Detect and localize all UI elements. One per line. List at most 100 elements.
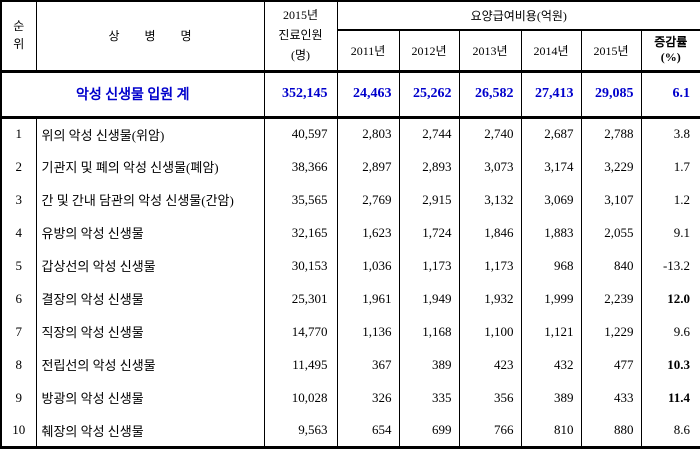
patients-cell: 11,495 [263,348,338,382]
rank-cell: 9 [0,381,37,415]
cost-cell-2011: 1,623 [336,216,400,250]
cost-cell-2012: 699 [398,414,460,448]
rank-column-header: 순 위 [0,1,37,73]
patients-cell: 38,366 [263,150,338,184]
cost-cell-2014: 1,999 [520,282,582,316]
rank-cell: 4 [0,216,37,250]
change-cell: 10.3 [640,348,700,382]
table-row: 2 기관지 및 폐의 악성 신생물(폐암) 38,366 2,897 2,893… [0,150,700,184]
year-header-2011: 2011년 [336,30,400,73]
cost-cell-2015: 2,239 [580,282,642,316]
disease-column-header: 상 병 명 [35,1,265,73]
patients-cell: 9,563 [263,414,338,448]
cost-cell-2013: 766 [458,414,522,448]
rank-cell: 8 [0,348,37,382]
table-row: 9 방광의 악성 신생물 10,028 326 335 356 389 433 … [0,381,700,415]
summary-label: 악성 신생물 입원 계 [0,71,265,119]
summary-cost-2011: 24,463 [336,71,400,119]
cost-cell-2013: 3,073 [458,150,522,184]
cost-cell-2014: 3,069 [520,183,582,217]
disease-name-cell: 위의 악성 신생물(위암) [35,117,265,151]
patients-header-line2: 진료인원 [278,27,323,42]
cost-cell-2014: 3,174 [520,150,582,184]
cost-cell-2015: 3,107 [580,183,642,217]
cost-cell-2011: 1,136 [336,315,400,349]
cost-cell-2014: 1,883 [520,216,582,250]
change-cell: 12.0 [640,282,700,316]
cost-cell-2013: 3,132 [458,183,522,217]
patients-cell: 10,028 [263,381,338,415]
rank-header-line2: 위 [13,36,25,51]
cost-cell-2011: 2,769 [336,183,400,217]
rank-cell: 2 [0,150,37,184]
year-header-2013: 2013년 [458,30,522,73]
rank-header-line1: 순 [13,19,25,34]
cost-cell-2013: 2,740 [458,117,522,151]
summary-cost-2014: 27,413 [520,71,582,119]
cost-cell-2011: 2,897 [336,150,400,184]
cost-cell-2014: 968 [520,249,582,283]
cost-cell-2015: 1,229 [580,315,642,349]
table-row: 3 간 및 간내 담관의 악성 신생물(간암) 35,565 2,769 2,9… [0,183,700,217]
cost-cell-2014: 1,121 [520,315,582,349]
cost-cell-2013: 1,173 [458,249,522,283]
table-row: 1 위의 악성 신생물(위암) 40,597 2,803 2,744 2,740… [0,117,700,151]
cost-cell-2012: 1,724 [398,216,460,250]
change-header-line2: (%) [660,50,681,65]
table-row: 8 전립선의 악성 신생물 11,495 367 389 423 432 477… [0,348,700,382]
disease-name-cell: 방광의 악성 신생물 [35,381,265,415]
cost-group-header: 요양급여비용(억원) [336,1,700,31]
cost-cell-2013: 356 [458,381,522,415]
cost-cell-2011: 1,961 [336,282,400,316]
disease-name-cell: 간 및 간내 담관의 악성 신생물(간암) [35,183,265,217]
cost-cell-2012: 2,915 [398,183,460,217]
disease-name-cell: 기관지 및 폐의 악성 신생물(폐암) [35,150,265,184]
header-row-group: 순 위 상 병 명 2015년 진료인원 (명) 요양급여비용(억원) [0,1,700,73]
summary-row: 악성 신생물 입원 계 352,145 24,463 25,262 26,582… [0,71,700,119]
summary-change-cell: 6.1 [640,71,700,119]
cost-cell-2015: 3,229 [580,150,642,184]
cost-cell-2011: 1,036 [336,249,400,283]
cost-cell-2015: 477 [580,348,642,382]
rank-cell: 1 [0,117,37,151]
summary-cost-2012: 25,262 [398,71,460,119]
disease-name-cell: 결장의 악성 신생물 [35,282,265,316]
disease-name-cell: 직장의 악성 신생물 [35,315,265,349]
patients-header-line3: (명) [290,47,311,62]
change-cell: 1.2 [640,183,700,217]
rank-cell: 10 [0,414,37,448]
change-cell: 1.7 [640,150,700,184]
cost-cell-2011: 367 [336,348,400,382]
patients-header-line1: 2015년 [282,8,319,23]
table-row: 10 췌장의 악성 신생물 9,563 654 699 766 810 880 … [0,414,700,448]
patients-cell: 40,597 [263,117,338,151]
cost-cell-2013: 1,846 [458,216,522,250]
cost-cell-2015: 840 [580,249,642,283]
change-cell: 9.1 [640,216,700,250]
summary-cost-2013: 26,582 [458,71,522,119]
cost-cell-2012: 1,168 [398,315,460,349]
table-row: 4 유방의 악성 신생물 32,165 1,623 1,724 1,846 1,… [0,216,700,250]
cost-cell-2015: 2,788 [580,117,642,151]
change-rate-header: 증감률 (%) [640,30,700,73]
disease-name-cell: 갑상선의 악성 신생물 [35,249,265,283]
change-cell: 11.4 [640,381,700,415]
cost-cell-2015: 2,055 [580,216,642,250]
cost-cell-2012: 2,744 [398,117,460,151]
cost-cell-2014: 2,687 [520,117,582,151]
cost-cell-2011: 326 [336,381,400,415]
table-row: 5 갑상선의 악성 신생물 30,153 1,036 1,173 1,173 9… [0,249,700,283]
cost-cell-2015: 433 [580,381,642,415]
cost-cell-2012: 1,949 [398,282,460,316]
patients-cell: 14,770 [263,315,338,349]
cost-cell-2012: 389 [398,348,460,382]
rank-cell: 6 [0,282,37,316]
summary-cost-2015: 29,085 [580,71,642,119]
cost-cell-2012: 1,173 [398,249,460,283]
rank-cell: 5 [0,249,37,283]
change-cell: 3.8 [640,117,700,151]
rank-cell: 3 [0,183,37,217]
patients-column-header: 2015년 진료인원 (명) [263,1,338,73]
year-header-2015: 2015년 [580,30,642,73]
cost-cell-2012: 2,893 [398,150,460,184]
